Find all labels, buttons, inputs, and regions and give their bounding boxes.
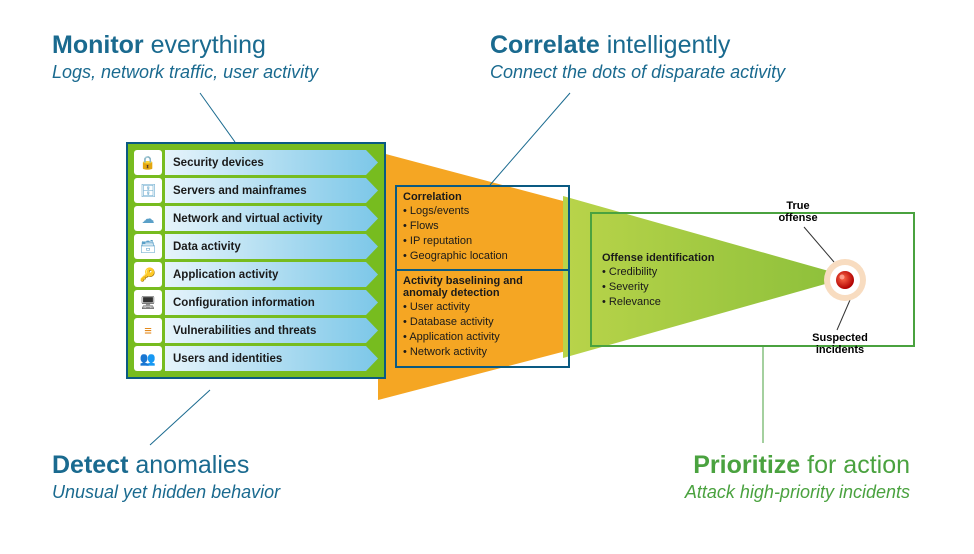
correlation-item: Logs/events	[403, 204, 562, 219]
heading-prioritize-sub: Attack high-priority incidents	[560, 482, 910, 504]
connector-detect	[150, 390, 210, 445]
anomaly-item: Application activity	[403, 330, 562, 345]
correlation-item: IP reputation	[403, 234, 562, 249]
monitor-label: Configuration information	[165, 290, 378, 315]
suspected-label: Suspected incidents	[800, 332, 880, 356]
monitor-row: 🗃Data activity	[134, 234, 378, 259]
correlation-item: Flows	[403, 219, 562, 234]
anomaly-list: User activityDatabase activityApplicatio…	[403, 300, 562, 359]
connector-monitor	[200, 93, 235, 142]
monitor-label: Security devices	[165, 150, 378, 175]
monitor-row: ☁Network and virtual activity	[134, 206, 378, 231]
anomaly-title: Activity baselining and anomaly detectio…	[403, 275, 562, 299]
anomaly-item: Network activity	[403, 345, 562, 360]
monitor-icon: ≡	[134, 318, 162, 343]
monitor-label: Vulnerabilities and threats	[165, 318, 378, 343]
monitor-icon: 🔑	[134, 262, 162, 287]
offense-title: Offense identification	[602, 252, 714, 264]
heading-prioritize-light: for action	[800, 451, 910, 479]
monitor-label: Application activity	[165, 262, 378, 287]
correlation-list: Logs/eventsFlowsIP reputationGeographic …	[403, 204, 562, 263]
suspected-text: Suspected incidents	[812, 332, 868, 356]
heading-detect-sub: Unusual yet hidden behavior	[52, 482, 280, 504]
monitor-row: 🔑Application activity	[134, 262, 378, 287]
monitor-label: Data activity	[165, 234, 378, 259]
monitor-icon: 🔒	[134, 150, 162, 175]
anomaly-box: Activity baselining and anomaly detectio…	[397, 271, 568, 365]
correlate-panel: Correlation Logs/eventsFlowsIP reputatio…	[395, 185, 570, 368]
heading-detect-light: anomalies	[128, 451, 249, 479]
heading-correlate-light: intelligently	[600, 31, 731, 59]
monitor-row: 🔒Security devices	[134, 150, 378, 175]
heading-monitor-light: everything	[144, 31, 266, 59]
monitor-icon: 🗃	[134, 234, 162, 259]
anomaly-item: Database activity	[403, 315, 562, 330]
correlation-item: Geographic location	[403, 249, 562, 264]
monitor-icon: 🖥	[134, 290, 162, 315]
monitor-row: 🖥Configuration information	[134, 290, 378, 315]
monitor-icon: ☁	[134, 206, 162, 231]
monitor-label: Network and virtual activity	[165, 206, 378, 231]
heading-prioritize-bold: Prioritize	[693, 451, 800, 479]
heading-detect-bold: Detect	[52, 451, 128, 479]
monitor-label: Users and identities	[165, 346, 378, 371]
correlation-title: Correlation	[403, 191, 562, 203]
monitor-label: Servers and mainframes	[165, 178, 378, 203]
heading-monitor-bold: Monitor	[52, 31, 144, 59]
heading-monitor-sub: Logs, network traffic, user activity	[52, 62, 318, 84]
connector-correlate	[490, 93, 570, 185]
heading-detect: Detect anomalies Unusual yet hidden beha…	[52, 450, 280, 504]
bullseye-icon	[823, 258, 867, 302]
heading-correlate: Correlate intelligently Connect the dots…	[490, 30, 785, 84]
monitor-icon: 🗄	[134, 178, 162, 203]
heading-correlate-sub: Connect the dots of disparate activity	[490, 62, 785, 84]
monitor-icon: 👥	[134, 346, 162, 371]
monitor-row: ≡Vulnerabilities and threats	[134, 318, 378, 343]
offense-item: Severity	[602, 280, 714, 295]
heading-monitor: Monitor everything Logs, network traffic…	[52, 30, 318, 84]
correlation-box: Correlation Logs/eventsFlowsIP reputatio…	[397, 187, 568, 271]
offense-list: CredibilitySeverityRelevance	[602, 265, 714, 310]
heading-prioritize: Prioritize for action Attack high-priori…	[560, 450, 910, 504]
heading-correlate-bold: Correlate	[490, 31, 600, 59]
offense-item: Credibility	[602, 265, 714, 280]
monitor-row: 🗄Servers and mainframes	[134, 178, 378, 203]
monitor-row: 👥Users and identities	[134, 346, 378, 371]
anomaly-item: User activity	[403, 300, 562, 315]
offense-item: Relevance	[602, 295, 714, 310]
true-offense-label: True offense	[768, 200, 828, 224]
true-offense-text: True offense	[778, 200, 817, 224]
monitor-panel: 🔒Security devices🗄Servers and mainframes…	[126, 142, 386, 379]
